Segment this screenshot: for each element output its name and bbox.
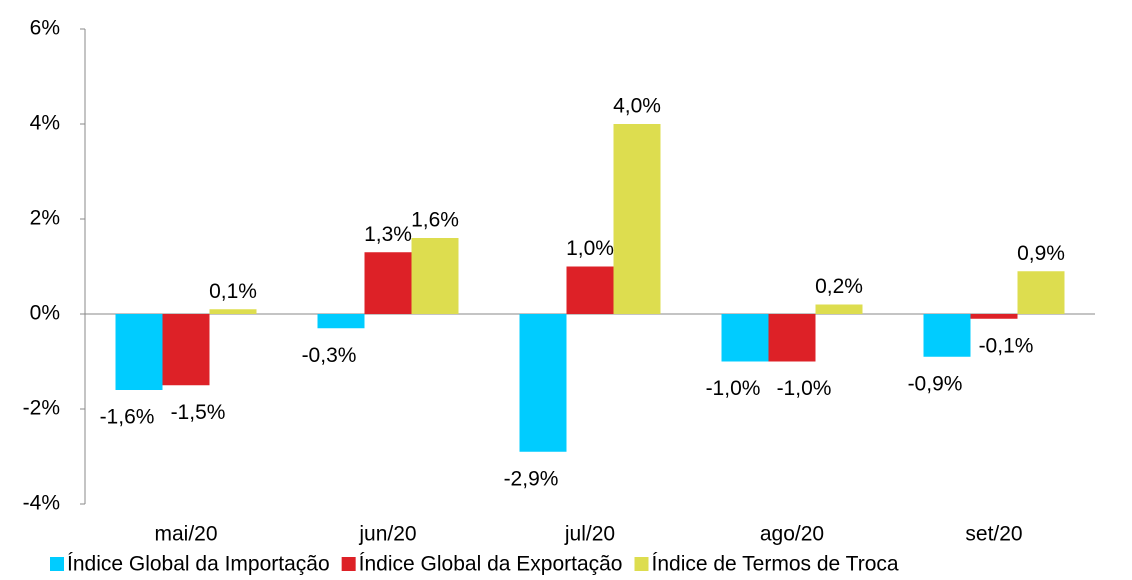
value-label: 1,6% bbox=[411, 209, 459, 232]
bar bbox=[162, 314, 210, 386]
value-label: -2,9% bbox=[504, 467, 559, 490]
value-label: 0,9% bbox=[1017, 242, 1065, 265]
value-label: 0,2% bbox=[815, 275, 863, 298]
bar bbox=[411, 238, 459, 314]
bar bbox=[115, 314, 163, 390]
value-label: -0,1% bbox=[979, 334, 1034, 357]
x-tick-label: mai/20 bbox=[154, 523, 217, 546]
legend-label: Índice Global da Importação bbox=[67, 553, 330, 576]
value-label: -1,6% bbox=[100, 406, 155, 429]
y-tick-label: 4% bbox=[30, 112, 60, 135]
value-label: 1,0% bbox=[566, 237, 614, 260]
bar bbox=[768, 314, 816, 362]
x-tick-label: ago/20 bbox=[760, 523, 824, 546]
x-tick-label: jun/20 bbox=[358, 523, 416, 546]
value-label: 4,0% bbox=[613, 95, 661, 118]
y-tick-label: 6% bbox=[30, 17, 60, 40]
legend-label: Índice de Termos de Troca bbox=[652, 553, 899, 576]
bar bbox=[519, 314, 567, 452]
bar bbox=[364, 252, 412, 314]
x-tick-label: jul/20 bbox=[564, 523, 615, 546]
legend-label: Índice Global da Exportação bbox=[359, 553, 623, 576]
value-label: 0,1% bbox=[209, 280, 257, 303]
bar bbox=[613, 124, 661, 314]
bar bbox=[923, 314, 971, 357]
value-label: 1,3% bbox=[364, 223, 412, 246]
bar bbox=[815, 304, 863, 314]
y-tick-label: 0% bbox=[30, 302, 60, 325]
y-tick-label: -4% bbox=[23, 492, 60, 515]
bar bbox=[1017, 271, 1065, 314]
value-label: -0,9% bbox=[908, 372, 963, 395]
value-label: -0,3% bbox=[302, 344, 357, 367]
bar bbox=[970, 314, 1018, 319]
bar bbox=[566, 266, 614, 314]
y-tick-label: -2% bbox=[23, 397, 60, 420]
legend-swatch bbox=[341, 557, 356, 571]
y-tick-label: 2% bbox=[30, 207, 60, 230]
value-label: -1,5% bbox=[171, 401, 226, 424]
value-label: -1,0% bbox=[706, 377, 761, 400]
legend-swatch bbox=[634, 557, 649, 571]
value-label: -1,0% bbox=[777, 377, 832, 400]
bar bbox=[317, 314, 365, 329]
x-tick-label: set/20 bbox=[965, 523, 1022, 546]
legend-swatch bbox=[50, 557, 64, 571]
bar bbox=[721, 314, 769, 362]
bar bbox=[209, 309, 257, 314]
